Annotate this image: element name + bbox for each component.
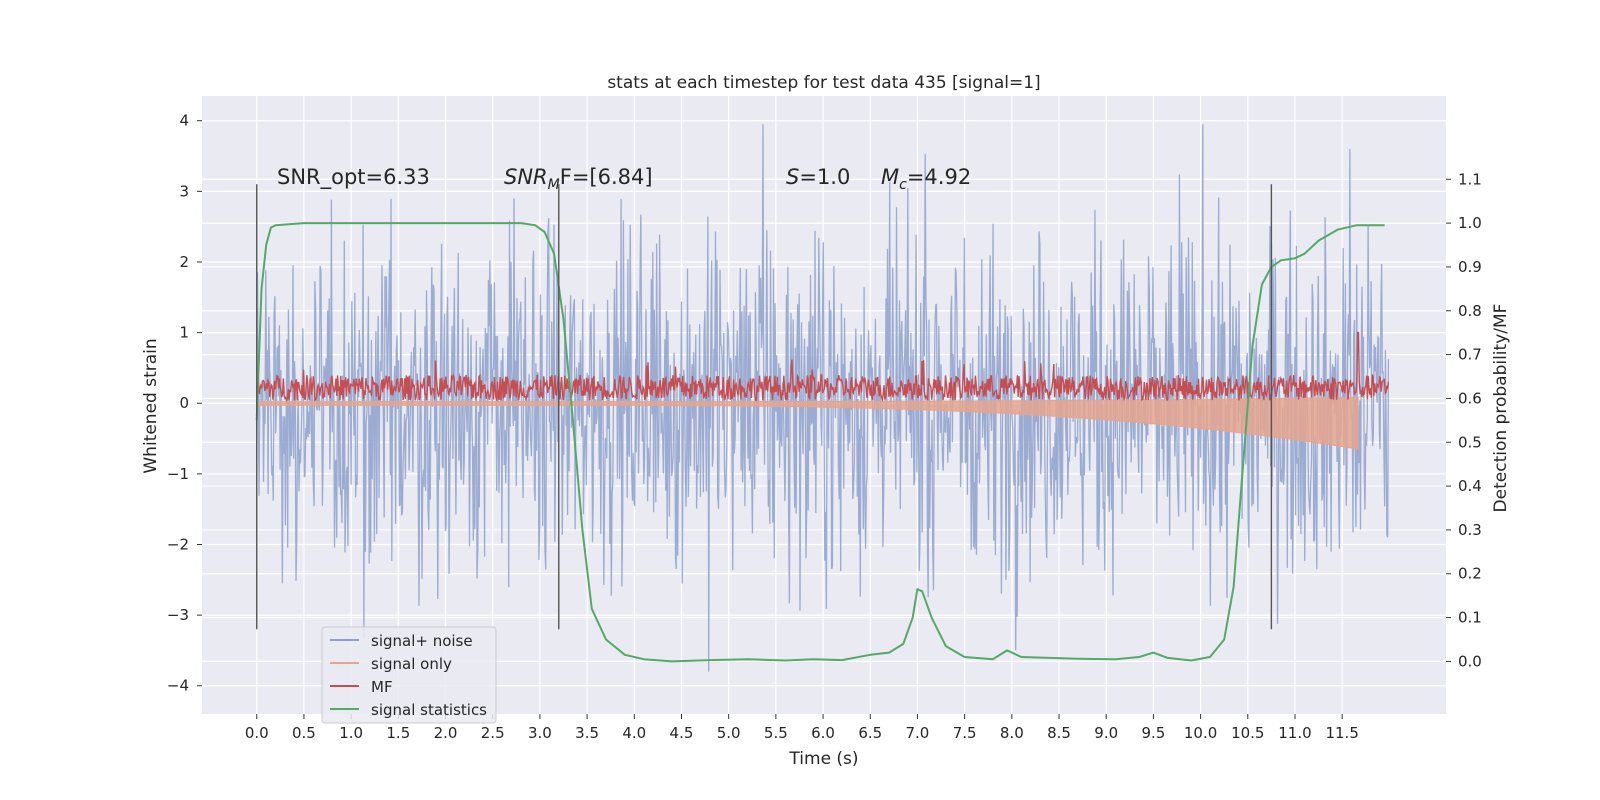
x-tick-label: 10.5 (1231, 724, 1264, 742)
right-y-tick-label: 0.3 (1458, 521, 1482, 539)
x-tick-label: 3.5 (575, 724, 599, 742)
right-y-tick-label: 0.9 (1458, 258, 1482, 276)
x-tick-label: 2.5 (481, 724, 505, 742)
right-y-tick-label: 0.5 (1458, 433, 1482, 451)
snr-mf-annotation: SNRMF=[6.84] (504, 165, 653, 193)
legend-label-mf: MF (371, 678, 393, 696)
right-y-tick-label: 0.1 (1458, 609, 1482, 627)
x-tick-label: 3.0 (528, 724, 552, 742)
y-tick-label: 3 (179, 182, 189, 200)
legend-box (321, 626, 497, 724)
x-tick-label: 11.5 (1325, 724, 1358, 742)
x-tick-label: 4.5 (670, 724, 694, 742)
mc-base: M (881, 165, 899, 189)
y-tick-label: −1 (167, 465, 189, 483)
right-y-tick-label: 1.0 (1458, 214, 1482, 232)
legend-label-signal-noise: signal+ noise (371, 632, 473, 650)
x-tick-label: 1.5 (386, 724, 410, 742)
x-tick-label: 6.0 (811, 724, 835, 742)
x-tick-label: 5.5 (764, 724, 788, 742)
y-tick-label: 2 (179, 253, 189, 271)
s-annotation: S=1.0 (786, 165, 850, 189)
x-tick-label: 9.5 (1141, 724, 1165, 742)
y-tick-label: 4 (179, 112, 189, 130)
right-y-tick-label: 0.7 (1458, 346, 1482, 364)
right-y-tick-label: 0.4 (1458, 477, 1482, 495)
x-tick-label: 8.5 (1047, 724, 1071, 742)
snr-mf-tail: F=[6.84] (560, 165, 653, 189)
right-y-tick-label: 1.1 (1458, 170, 1482, 188)
x-tick-label: 1.0 (339, 724, 363, 742)
right-y-tick-label: 0.6 (1458, 389, 1482, 407)
right-y-tick-label: 0.0 (1458, 652, 1482, 670)
annotations: SNR_opt=6.33 SNRMF=[6.84] S=1.0 Mc=4.92 (277, 165, 971, 193)
chart-title: stats at each timestep for test data 435… (607, 73, 1040, 93)
x-tick-label: 0.5 (292, 724, 316, 742)
right-y-tick-label: 0.2 (1458, 565, 1482, 583)
y-tick-label: −2 (167, 535, 189, 553)
y-axis-ticks: −4 −3 −2 −1 0 1 2 3 4 (167, 112, 202, 695)
right-y-axis-label: Detection probability/MF (1491, 304, 1511, 513)
x-tick-label: 0.0 (245, 724, 269, 742)
y-tick-label: −3 (167, 606, 189, 624)
y-tick-label: 1 (179, 324, 189, 342)
mc-subscript: c (899, 177, 907, 193)
series-area-signal-only (256, 396, 1359, 450)
x-tick-label: 8.0 (1000, 724, 1024, 742)
s-value: =1.0 (799, 165, 850, 189)
x-axis-label: Time (s) (788, 749, 858, 769)
x-tick-label: 4.0 (622, 724, 646, 742)
x-tick-label: 11.0 (1278, 724, 1311, 742)
s-label: S (786, 165, 799, 189)
right-y-tick-label: 0.8 (1458, 302, 1482, 320)
x-tick-label: 7.0 (906, 724, 930, 742)
snr-mf-base: SNR (504, 165, 548, 189)
x-tick-label: 9.0 (1094, 724, 1118, 742)
series-line-mf (256, 331, 1390, 403)
mc-value: =4.92 (907, 165, 971, 189)
legend: signal+ noise signal only MF signal stat… (321, 626, 497, 724)
right-y-axis-ticks: 0.0 0.1 0.2 0.3 0.4 0.5 0.6 0.7 0.8 0.9 1.0 1.1 (1446, 170, 1482, 670)
mc-annotation: Mc=4.92 (881, 165, 971, 193)
x-tick-label: 2.0 (434, 724, 458, 742)
legend-label-signal-only: signal only (371, 655, 452, 673)
series-layer (255, 124, 1390, 672)
series-line-signal-statistics (255, 222, 1385, 663)
y-axis-label: Whitened strain (141, 338, 161, 473)
vertical-markers (256, 184, 1273, 630)
x-tick-label: 5.0 (717, 724, 741, 742)
y-tick-label: −4 (167, 677, 189, 695)
x-tick-label: 10.0 (1184, 724, 1217, 742)
snr-opt-annotation: SNR_opt=6.33 (277, 165, 430, 190)
x-tick-label: 6.5 (858, 724, 882, 742)
legend-label-signal-statistics: signal statistics (371, 701, 487, 719)
x-tick-label: 7.5 (953, 724, 977, 742)
x-axis-ticks: 0.0 0.5 1.0 1.5 2.0 2.5 3.0 3.5 4.0 4.5 5.0 5.5 6.0 6… (245, 714, 1359, 742)
y-tick-label: 0 (179, 394, 189, 412)
snr-mf-subscript: M (548, 177, 560, 193)
